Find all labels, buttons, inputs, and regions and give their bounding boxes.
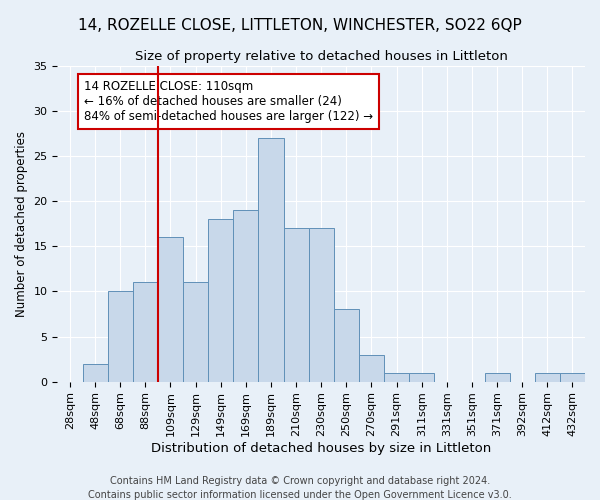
Bar [133,282,158,382]
X-axis label: Distribution of detached houses by size in Littleton: Distribution of detached houses by size … [151,442,491,455]
Bar [535,372,560,382]
Bar [334,310,359,382]
Text: 14 ROZELLE CLOSE: 110sqm
← 16% of detached houses are smaller (24)
84% of semi-d: 14 ROZELLE CLOSE: 110sqm ← 16% of detach… [84,80,373,123]
Bar [259,138,284,382]
Bar [384,372,409,382]
Bar [485,372,509,382]
Bar [183,282,208,382]
Bar [208,219,233,382]
Bar [107,292,133,382]
Title: Size of property relative to detached houses in Littleton: Size of property relative to detached ho… [135,50,508,63]
Text: 14, ROZELLE CLOSE, LITTLETON, WINCHESTER, SO22 6QP: 14, ROZELLE CLOSE, LITTLETON, WINCHESTER… [78,18,522,32]
Bar [560,372,585,382]
Text: Contains HM Land Registry data © Crown copyright and database right 2024.
Contai: Contains HM Land Registry data © Crown c… [88,476,512,500]
Bar [158,237,183,382]
Bar [233,210,259,382]
Bar [409,372,434,382]
Bar [284,228,308,382]
Bar [308,228,334,382]
Bar [359,354,384,382]
Bar [83,364,107,382]
Y-axis label: Number of detached properties: Number of detached properties [15,130,28,316]
